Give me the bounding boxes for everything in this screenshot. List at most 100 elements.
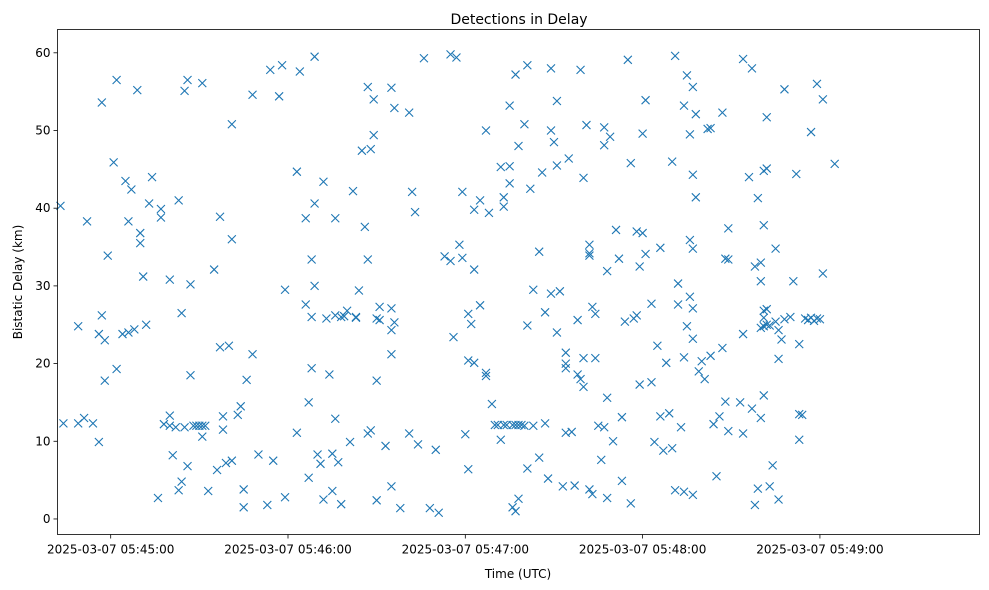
- data-point: [366, 426, 376, 435]
- data-point: [679, 101, 689, 111]
- data-point: [372, 376, 382, 386]
- data-point: [715, 412, 724, 421]
- data-point: [224, 341, 234, 351]
- data-point: [543, 474, 553, 483]
- y-tick-label: 10: [35, 434, 50, 448]
- y-axis-label: Bistatic Delay (km): [11, 225, 25, 340]
- data-point: [236, 401, 246, 411]
- data-point: [469, 205, 479, 215]
- data-point: [602, 493, 612, 503]
- data-point: [579, 382, 588, 392]
- data-point: [100, 376, 110, 386]
- data-point: [475, 300, 485, 310]
- data-point: [348, 186, 358, 196]
- data-point: [587, 302, 597, 312]
- data-point: [310, 281, 319, 291]
- data-point: [505, 101, 515, 111]
- data-point: [688, 82, 698, 92]
- data-point: [59, 419, 68, 428]
- data-point: [183, 75, 192, 85]
- data-point: [777, 335, 786, 344]
- data-point: [638, 228, 648, 238]
- data-point: [304, 398, 314, 407]
- data-point: [363, 255, 373, 264]
- data-point: [345, 437, 355, 447]
- data-point: [723, 426, 733, 436]
- data-point: [183, 461, 192, 471]
- data-point: [593, 421, 603, 431]
- data-point: [641, 95, 650, 105]
- data-point: [156, 204, 166, 214]
- data-point: [709, 419, 718, 429]
- x-tick-label: 2025-03-07 05:47:00: [402, 543, 529, 557]
- data-point: [135, 238, 145, 248]
- data-point: [522, 321, 532, 330]
- data-point: [688, 170, 698, 180]
- data-point: [97, 98, 107, 107]
- data-point: [466, 319, 476, 329]
- data-point: [561, 363, 571, 373]
- data-point: [304, 473, 314, 483]
- data-point: [653, 341, 662, 351]
- data-point: [301, 213, 311, 223]
- data-point: [132, 85, 142, 95]
- data-point: [691, 192, 701, 202]
- data-point: [79, 413, 89, 423]
- data-point: [585, 240, 594, 250]
- data-point: [558, 481, 568, 491]
- data-point: [585, 251, 594, 260]
- data-point: [330, 311, 340, 320]
- data-point: [576, 374, 585, 384]
- data-point: [153, 493, 163, 503]
- data-point: [720, 397, 730, 407]
- data-point: [387, 304, 396, 313]
- data-point: [576, 65, 585, 75]
- data-point: [310, 52, 319, 62]
- data-point: [197, 421, 207, 431]
- data-point: [387, 349, 396, 359]
- data-point: [794, 339, 804, 349]
- data-point: [617, 412, 627, 422]
- data-point: [564, 154, 574, 163]
- data-point: [387, 481, 396, 491]
- data-point: [720, 254, 730, 264]
- data-point: [762, 304, 772, 314]
- data-point: [360, 222, 370, 232]
- data-point: [771, 244, 780, 253]
- data-point: [780, 84, 789, 94]
- data-point: [413, 439, 423, 449]
- data-point: [327, 486, 337, 496]
- data-point: [280, 285, 290, 295]
- data-point: [688, 334, 698, 344]
- data-point: [590, 353, 600, 363]
- data-point: [180, 86, 189, 96]
- x-tick-label: 2025-03-07 05:49:00: [756, 543, 883, 557]
- data-point: [703, 124, 713, 134]
- data-point: [540, 307, 550, 317]
- data-point: [330, 213, 340, 223]
- data-point: [242, 375, 252, 385]
- data-point: [682, 70, 692, 80]
- data-point: [688, 304, 698, 313]
- data-point: [487, 399, 497, 409]
- data-point: [670, 51, 680, 61]
- data-point: [667, 443, 677, 453]
- data-point: [307, 363, 317, 373]
- data-point: [197, 78, 207, 88]
- data-point: [313, 450, 322, 459]
- data-point: [141, 320, 151, 330]
- data-point: [354, 286, 364, 295]
- data-point: [121, 176, 130, 186]
- data-point: [658, 446, 668, 455]
- data-point: [336, 499, 346, 509]
- data-point: [756, 258, 766, 267]
- data-point: [718, 108, 727, 118]
- data-point: [174, 196, 184, 205]
- data-point: [316, 459, 325, 469]
- data-point: [815, 314, 825, 324]
- data-point: [582, 120, 591, 130]
- data-point: [694, 366, 704, 376]
- data-point: [635, 262, 645, 271]
- data-point: [747, 63, 757, 73]
- data-point: [499, 420, 509, 430]
